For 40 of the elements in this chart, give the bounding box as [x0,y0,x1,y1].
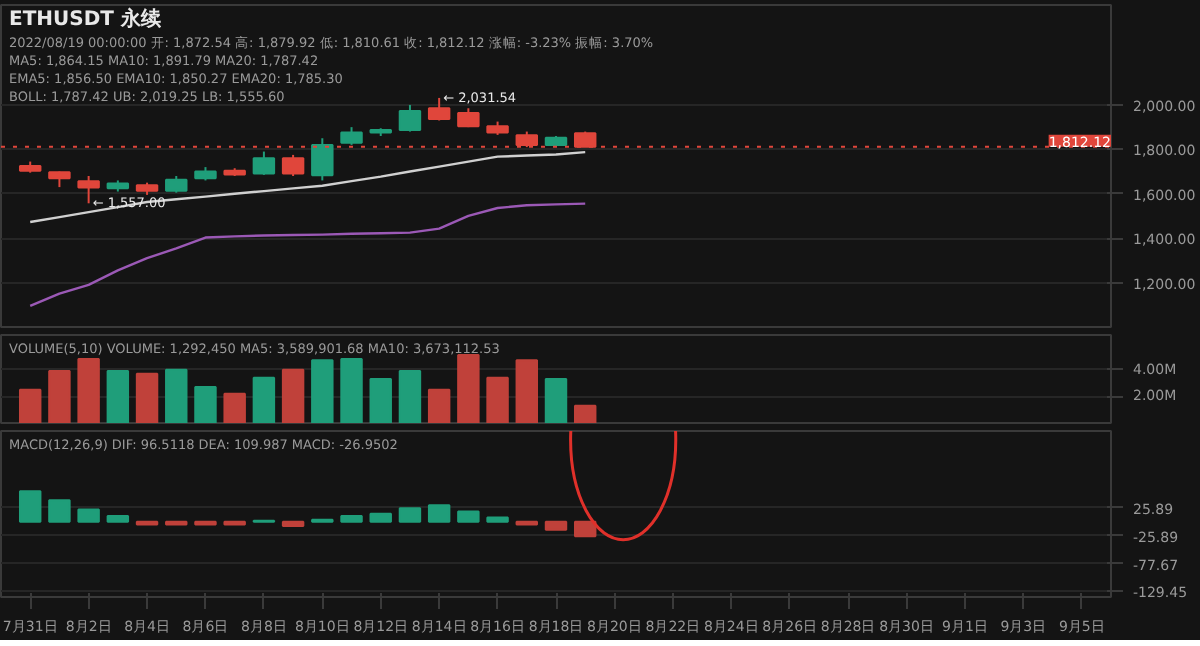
bar [281,520,305,528]
bar [340,514,363,523]
candlestick [77,174,100,205]
bar [369,512,392,523]
bar [427,388,451,423]
bar [369,378,392,423]
bar [398,507,422,523]
bar [573,404,597,423]
bar [486,376,509,423]
bar [48,370,71,423]
bar [223,392,246,423]
bar [457,354,480,423]
bar [194,386,217,423]
bar [18,388,42,423]
candlestick [398,103,422,133]
bar [486,516,509,523]
bar [573,520,597,538]
candlestick [252,150,276,176]
bar [398,370,422,423]
chart-title: ETHUSDT 永续 [9,7,163,31]
bar [48,499,71,523]
bar [165,368,188,423]
bar [106,514,130,523]
bar [77,358,100,423]
bar [311,359,334,423]
bar [340,358,363,423]
bar [544,378,568,423]
line-series [29,150,587,224]
bar [427,504,451,523]
bar [544,520,568,531]
bar [18,490,42,523]
bar [515,359,539,423]
bar [106,370,130,423]
bar [252,376,276,423]
bar [281,368,305,423]
bar [457,510,480,523]
bar [77,508,100,523]
candlestick [281,153,305,177]
bar [135,372,159,423]
candlestick [311,137,334,182]
